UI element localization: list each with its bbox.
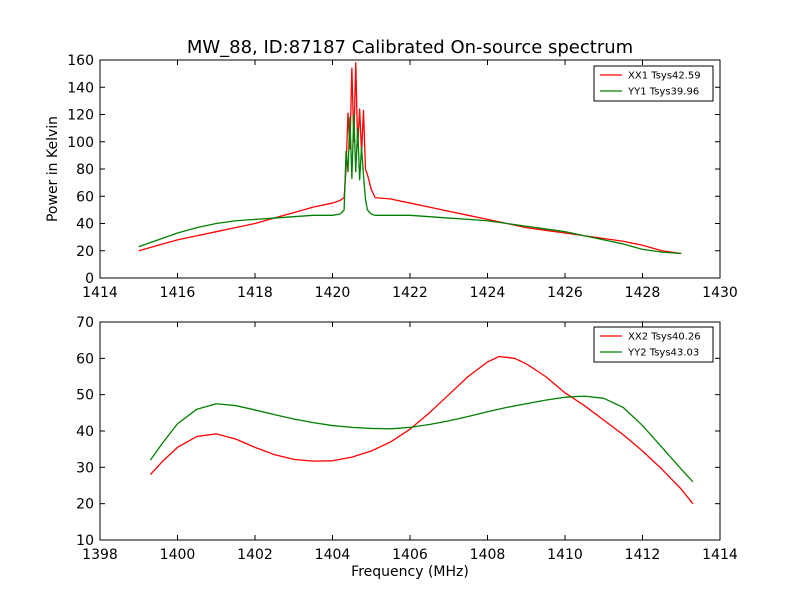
x-tick-label: 1426 [547,285,583,301]
x-tick-label: 1406 [392,547,428,563]
y-tick-label: 40 [76,217,94,233]
figure-title: MW_88, ID:87187 Calibrated On-source spe… [187,37,633,58]
x-tick-label: 1416 [160,285,196,301]
x-tick-label: 1402 [237,547,273,563]
x-tick-label: 1430 [702,285,738,301]
y-tick-label: 10 [76,533,94,549]
series-line-xx2 [149,355,694,505]
x-tick-label: 1410 [547,547,583,563]
y-tick-label: 60 [76,351,94,367]
legend-label: XX1 Tsys42.59 [628,71,701,82]
y-tick-label: 80 [76,162,94,178]
x-tick-label: 1404 [315,547,351,563]
legend-label: YY1 Tsys39.96 [627,87,699,98]
top-y-axis-label: Power in Kelvin [45,116,61,222]
y-tick-label: 100 [67,135,94,151]
x-tick-label: 1424 [470,285,506,301]
x-axis-label: Frequency (MHz) [351,564,469,580]
legend-box [593,326,714,363]
x-tick-label: 1428 [625,285,661,301]
y-tick-label: 70 [76,315,94,331]
y-tick-label: 50 [76,388,94,404]
legend-label: YY2 Tsys43.03 [627,348,699,359]
y-tick-label: 120 [67,108,94,124]
y-tick-label: 160 [67,53,94,69]
y-tick-label: 30 [76,460,94,476]
series-line-yy1 [138,113,682,255]
x-tick-label: 1418 [237,285,273,301]
y-tick-label: 40 [76,424,94,440]
legend-label: XX2 Tsys40.26 [628,332,701,343]
y-tick-label: 20 [76,244,94,260]
x-tick-label: 1414 [702,547,738,563]
x-tick-label: 1408 [470,547,506,563]
bottom-spectrum-panel: 1398 1400 1402 1404 1406 1408 1410 1412 1414 10 20… [76,315,738,563]
x-tick-label: 1398 [82,547,118,563]
y-tick-label: 60 [76,189,94,205]
x-tick-label: 1422 [392,285,428,301]
series-line-yy2 [149,395,694,483]
top-spectrum-panel: 1414 1416 1418 1420 1422 1424 1426 1428 1430 0 20 4… [67,53,738,301]
y-tick-label: 140 [67,80,94,96]
y-tick-label: 20 [76,497,94,513]
x-tick-label: 1412 [625,547,661,563]
x-tick-label: 1414 [82,285,118,301]
x-tick-label: 1420 [315,285,351,301]
y-tick-label: 0 [85,271,94,287]
x-tick-label: 1400 [160,547,196,563]
legend-box [593,65,714,102]
